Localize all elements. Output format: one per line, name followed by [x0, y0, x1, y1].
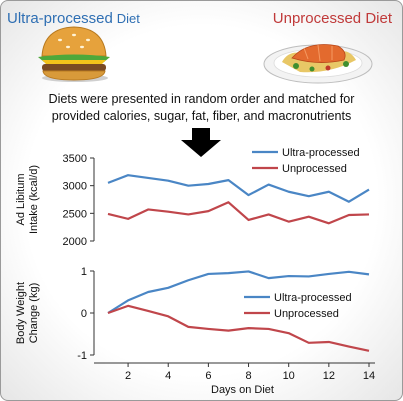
x-tick-label: 4 [165, 370, 171, 382]
x-tick-label: 10 [283, 370, 295, 382]
y-axis-label: Change (kg) [28, 283, 40, 344]
y-tick-label: 3500 [63, 153, 87, 165]
ultra-processed-word: Ultra-processed [7, 10, 113, 27]
x-tick-label: 6 [205, 370, 211, 382]
x-tick-label: 8 [245, 370, 251, 382]
y-axis-label: Body Weight [15, 282, 27, 344]
series-line-unprocessed [107, 304, 370, 352]
series-line-unprocessed [107, 201, 370, 225]
y-tick-label: 3000 [63, 181, 87, 193]
x-tick-label: 12 [323, 370, 335, 382]
salmon-plate-icon [263, 44, 373, 84]
legend-label: Unprocessed [274, 308, 339, 320]
legend-label: Unprocessed [282, 163, 347, 175]
y-tick-label: 2500 [63, 208, 87, 220]
description-line-2: provided calories, sugar, fat, fiber, an… [51, 109, 352, 123]
down-arrow-icon [181, 128, 221, 157]
legend-label: Ultra-processed [274, 292, 352, 304]
x-tick-label: 2 [125, 370, 131, 382]
intake-chart: 3500 3000 2500 2000 Ad Libitum Intake (kcal/d… [15, 147, 370, 248]
unprocessed-diet-title: Unprocessed Diet [272, 10, 392, 27]
legend-label: Ultra-processed [282, 147, 360, 159]
y-tick-label: 1 [81, 266, 87, 278]
x-axis-label: Days on Diet [211, 384, 274, 396]
description-line-1: Diets were presented in random order and… [48, 92, 355, 106]
y-tick-label: -1 [77, 350, 87, 362]
y-tick-label: 0 [81, 308, 87, 320]
diet-word: Diet [116, 11, 140, 26]
y-tick-label: 2000 [63, 236, 87, 248]
series-line-ultra-processed [107, 270, 370, 314]
burger-icon [38, 26, 110, 82]
y-axis-label: Ad Libitum [15, 174, 27, 226]
y-axis-label: Intake (kcal/d) [28, 165, 40, 234]
ultra-processed-diet-title: Ultra-processed Diet [7, 10, 140, 27]
x-tick-label: 14 [363, 370, 375, 382]
series-line-ultra-processed [107, 174, 370, 203]
